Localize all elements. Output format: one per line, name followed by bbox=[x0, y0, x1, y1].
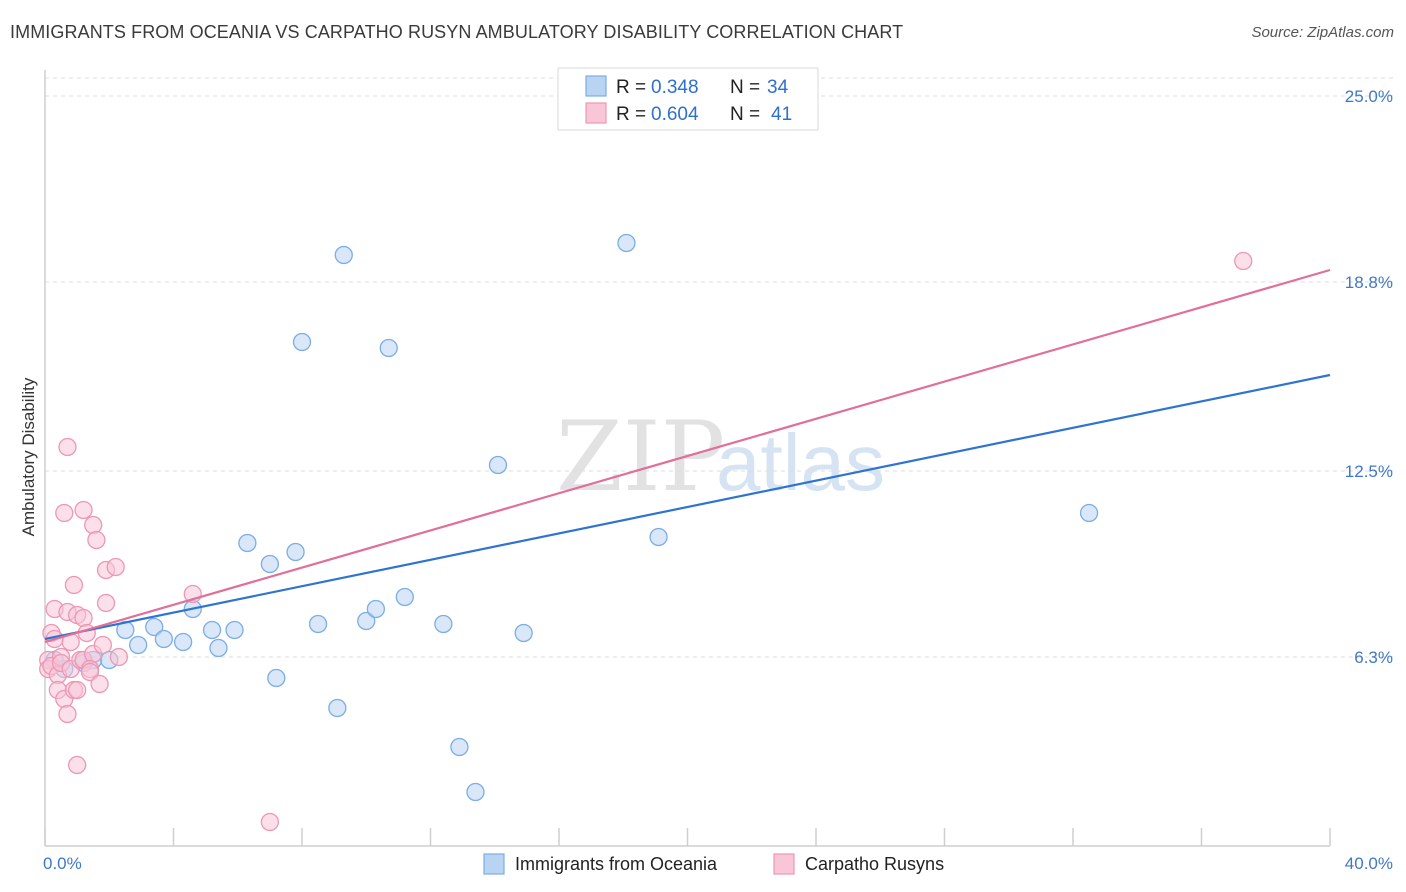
data-points bbox=[39, 233, 1253, 832]
legend-swatch-rusyn bbox=[773, 853, 795, 875]
point-oceania bbox=[379, 338, 398, 358]
point-oceania bbox=[617, 233, 636, 253]
point-oceania bbox=[225, 620, 244, 640]
y-tick-label: 6.3% bbox=[1354, 648, 1393, 667]
point-oceania bbox=[334, 245, 353, 265]
point-rusyn bbox=[90, 674, 109, 694]
stats-r-value-oceania: 0.348 bbox=[651, 77, 699, 98]
point-rusyn bbox=[260, 812, 280, 832]
stats-r-value-rusyn: 0.604 bbox=[651, 104, 699, 125]
point-rusyn bbox=[109, 647, 129, 667]
point-rusyn bbox=[84, 515, 103, 535]
point-rusyn bbox=[74, 500, 93, 520]
point-oceania bbox=[308, 614, 328, 634]
point-oceania bbox=[209, 638, 228, 658]
point-rusyn bbox=[74, 608, 93, 628]
legend-label-rusyn: Carpatho Rusyns bbox=[805, 854, 944, 874]
trend-line-rusyn bbox=[44, 268, 1331, 644]
point-oceania bbox=[450, 737, 469, 757]
stats-legend-swatch-rusyn bbox=[585, 102, 607, 124]
stats-legend: R = 0.348 N = 34 R = 0.604 N = 41 bbox=[557, 67, 819, 131]
point-oceania bbox=[514, 623, 533, 643]
x-tick-label-max: 40.0% bbox=[1345, 854, 1393, 873]
stats-n-value-rusyn: 41 bbox=[771, 104, 792, 125]
y-tick-label: 18.8% bbox=[1345, 273, 1393, 292]
watermark-zip: ZIP bbox=[556, 401, 725, 513]
point-oceania bbox=[129, 635, 148, 655]
point-rusyn bbox=[58, 437, 77, 457]
point-rusyn bbox=[58, 704, 77, 724]
point-rusyn bbox=[87, 530, 106, 550]
point-oceania bbox=[173, 632, 193, 652]
source-label: Source: ZipAtlas.com bbox=[1251, 24, 1394, 41]
point-rusyn bbox=[67, 680, 87, 700]
point-oceania bbox=[202, 620, 222, 640]
point-rusyn bbox=[106, 557, 125, 577]
point-rusyn bbox=[67, 755, 87, 775]
point-oceania bbox=[366, 599, 386, 619]
watermark-atlas: atlas bbox=[716, 418, 885, 507]
stats-n-value-oceania: 34 bbox=[767, 77, 789, 98]
legend-label-oceania: Immigrants from Oceania bbox=[515, 854, 718, 874]
point-rusyn bbox=[55, 503, 74, 523]
point-oceania bbox=[260, 554, 280, 574]
point-oceania bbox=[238, 533, 257, 553]
point-oceania bbox=[154, 629, 174, 649]
y-tick-label: 12.5% bbox=[1345, 462, 1393, 481]
trend-lines bbox=[44, 268, 1331, 644]
grid-lines bbox=[45, 77, 1393, 658]
chart-title: IMMIGRANTS FROM OCEANIA VS CARPATHO RUSY… bbox=[10, 22, 904, 42]
point-oceania bbox=[292, 332, 312, 352]
point-oceania bbox=[328, 698, 347, 718]
point-oceania bbox=[466, 782, 485, 802]
stats-r-label-oceania: R = bbox=[616, 77, 646, 98]
point-oceania bbox=[434, 614, 453, 634]
legend-swatch-oceania bbox=[483, 853, 505, 875]
point-rusyn bbox=[64, 575, 84, 595]
point-oceania bbox=[1079, 503, 1099, 523]
y-tick-labels: 6.3% 12.5% 18.8% 25.0% bbox=[1345, 87, 1393, 667]
stats-n-label-rusyn: N = bbox=[730, 104, 760, 125]
point-oceania bbox=[267, 668, 286, 688]
point-oceania bbox=[395, 587, 414, 607]
point-oceania bbox=[286, 542, 305, 562]
x-tick-label-min: 0.0% bbox=[43, 854, 82, 873]
point-oceania bbox=[488, 455, 508, 475]
y-axis-label: Ambulatory Disability bbox=[19, 377, 38, 536]
point-rusyn bbox=[96, 593, 116, 613]
y-tick-label: 25.0% bbox=[1345, 87, 1393, 106]
stats-n-label-oceania: N = bbox=[730, 77, 760, 98]
stats-r-label-rusyn: R = bbox=[616, 104, 646, 125]
x-tick-marks bbox=[44, 828, 1331, 846]
point-rusyn bbox=[80, 662, 100, 682]
stats-legend-swatch-oceania bbox=[585, 75, 607, 97]
series-legend: Immigrants from Oceania Carpatho Rusyns bbox=[483, 853, 944, 875]
point-rusyn bbox=[1234, 251, 1253, 271]
trend-line-oceania bbox=[44, 373, 1331, 641]
point-oceania bbox=[145, 617, 164, 637]
point-oceania bbox=[357, 611, 376, 631]
point-oceania bbox=[649, 527, 668, 547]
point-rusyn bbox=[93, 635, 112, 655]
